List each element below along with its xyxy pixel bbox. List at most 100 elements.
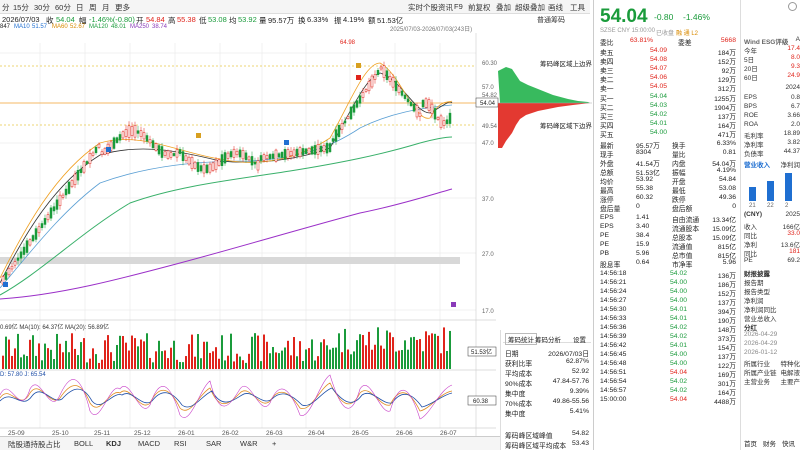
tab-rsi[interactable]: RSI [174, 439, 187, 448]
period-30min[interactable]: 30分 [34, 3, 50, 12]
side-value: 净利润 [780, 162, 800, 169]
x-tick: 25-09 [8, 430, 25, 436]
candle-body [196, 162, 200, 172]
side-value: 181 [789, 248, 800, 255]
volume-bar [17, 333, 19, 369]
news-button[interactable]: 实时个股资讯 [408, 3, 453, 12]
quote-cell: PE [600, 232, 610, 239]
tab-wr[interactable]: W&R [240, 439, 258, 448]
quote-cell: 54.07 [650, 65, 668, 72]
settings-icon[interactable] [788, 2, 797, 11]
market-line: SZSE CNY 15:00:00 [600, 28, 655, 34]
candle-body [112, 137, 116, 149]
side-row: 营业总收入 [744, 313, 800, 323]
quote-cell: 15.09亿 [712, 226, 736, 233]
candle-body [388, 76, 392, 82]
volume-bar [119, 335, 121, 369]
quote-cell: 54.09 [650, 47, 668, 54]
info-avg-label: 均 [229, 16, 237, 25]
adjust-button[interactable]: 前复权 [468, 3, 491, 12]
quote-cell: 129万 [717, 77, 736, 84]
tab-macd[interactable]: MACD [138, 439, 161, 448]
volume-bar [251, 336, 253, 369]
period-more[interactable]: 更多 [115, 3, 130, 12]
svg-text:51.53亿: 51.53亿 [471, 348, 492, 356]
side-key: 净利率 [744, 142, 764, 149]
tab-boll[interactable]: BOLL [74, 439, 94, 448]
quote-cell: 815亿 [717, 244, 736, 251]
period-week[interactable]: 周 [89, 3, 97, 12]
side-row: ROA 2.0 [744, 121, 800, 130]
candle-body [22, 246, 26, 255]
quote-cell: 均价 [600, 179, 614, 186]
quote-cell: 13.34亿 [712, 217, 736, 224]
volume-bar [428, 335, 430, 369]
volume-bar [437, 335, 439, 369]
tools-button[interactable]: 工具 [570, 3, 585, 12]
candle-body [325, 142, 329, 154]
side-key: 主营业务 [744, 379, 770, 386]
chip-panel-title[interactable]: 普通筹码 [537, 17, 565, 24]
event-marker [196, 133, 201, 138]
side-row: 分红 [744, 322, 800, 332]
quote-cell: 1.41 [636, 214, 650, 221]
side-tab[interactable]: 财务 [763, 441, 776, 448]
quote-cell: 312万 [717, 86, 736, 93]
candle-body [151, 140, 155, 149]
tab-chip-stats[interactable]: 筹码统计 [505, 333, 537, 345]
volume-bar [350, 354, 352, 369]
info-vol: 95.57万 [268, 16, 295, 25]
period-15min[interactable]: 15分 [13, 3, 29, 12]
quote-cell: 内盘 [672, 161, 686, 168]
tab-chip-settings[interactable]: 设置 [573, 337, 586, 344]
volume-bar [179, 362, 181, 369]
quote-cell: 现手 [600, 152, 614, 159]
quote-cell: 8304 [636, 149, 652, 156]
kline-chart[interactable]: 64.98 60.30 57.0 54.82 49.54 47.0 37.0 2… [0, 33, 500, 436]
super-overlay-button[interactable]: 超级叠加 [515, 3, 545, 12]
period-60min[interactable]: 60分 [55, 3, 71, 12]
volume-bar [416, 339, 418, 369]
volume-bar [11, 355, 13, 369]
quote-cell: 54.08 [650, 56, 668, 63]
tab-kdj[interactable]: KDJ [106, 439, 122, 448]
side-tab[interactable]: 快讯 [782, 441, 795, 448]
quote-cell: EPS [600, 223, 614, 230]
quote-cell: 186万 [717, 282, 736, 289]
candle-body [385, 70, 389, 80]
volume-bar [329, 349, 331, 369]
side-key: 分红 [744, 325, 757, 332]
candle-body [364, 89, 368, 92]
tab-chip-analysis[interactable]: 筹码分析 [535, 337, 561, 344]
overlay-button[interactable]: 叠加 [496, 3, 511, 12]
axis-tick: 49.54 [482, 124, 498, 130]
candle-body [415, 105, 419, 118]
period-month[interactable]: 月 [102, 3, 110, 12]
side-value: 主要产 [780, 379, 800, 386]
add-tab-button[interactable]: + [272, 439, 277, 448]
quote-cell: 盘后量 [600, 206, 621, 213]
side-tab[interactable]: 首页 [744, 441, 757, 448]
volume-bar [434, 333, 436, 369]
candle-body [433, 108, 437, 120]
candle-body [121, 131, 125, 139]
volume-bar [401, 350, 403, 369]
period-day[interactable]: 日 [76, 3, 84, 12]
candle-body [220, 154, 224, 166]
volume-bar [110, 352, 112, 369]
quote-row: 股息率 0.64 市净率 5.96 [600, 259, 738, 269]
quote-row: 14:56:51 54.04 169万 [600, 369, 738, 379]
volume-bar [143, 341, 145, 369]
tab-sar[interactable]: SAR [206, 439, 222, 448]
draw-button[interactable]: 画线 [548, 3, 563, 12]
info-high: 55.38 [177, 15, 196, 24]
quote-row: 15:00:00 54.04 4488万 [600, 396, 738, 406]
tab-hk-holding[interactable]: 陆股通持股占比 [8, 440, 61, 449]
volume-bar [59, 343, 61, 369]
f9-button[interactable]: F9 [454, 2, 463, 11]
period-1min[interactable]: 分 [2, 3, 10, 12]
side-key: Wind ESG评级 [744, 39, 789, 46]
x-tick: 26-07 [440, 430, 457, 436]
candle-body [256, 160, 260, 171]
candle-body [28, 239, 32, 246]
